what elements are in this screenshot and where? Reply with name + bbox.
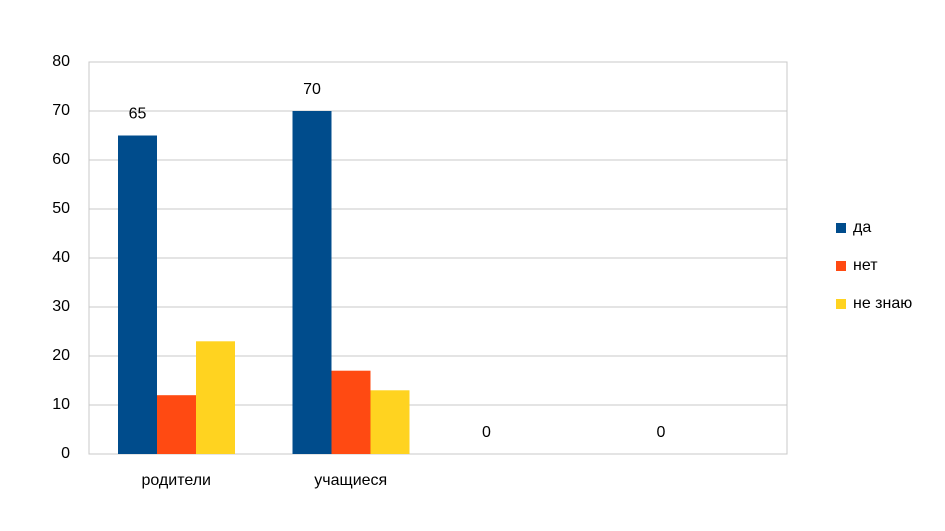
x-tick-label: родители xyxy=(141,472,211,489)
legend-swatch xyxy=(836,299,846,309)
y-tick-label: 30 xyxy=(52,298,70,315)
legend-swatch xyxy=(836,261,846,271)
bar xyxy=(331,370,371,454)
bar xyxy=(157,395,196,454)
y-tick-label: 70 xyxy=(52,102,70,119)
bar xyxy=(196,341,235,454)
y-tick-label: 20 xyxy=(52,347,70,364)
y-tick-label: 10 xyxy=(52,396,70,413)
y-tick-label: 50 xyxy=(52,200,70,217)
data-label: 65 xyxy=(129,106,147,123)
legend-label: да xyxy=(853,219,871,236)
data-label: 0 xyxy=(657,424,666,441)
legend-swatch xyxy=(836,223,846,233)
bar xyxy=(118,135,157,454)
legend-label: нет xyxy=(853,257,878,274)
y-tick-label: 0 xyxy=(61,445,70,462)
y-tick-label: 40 xyxy=(52,249,70,266)
data-label: 70 xyxy=(303,81,321,98)
bar xyxy=(370,390,410,454)
y-tick-label: 60 xyxy=(52,151,70,168)
data-label: 0 xyxy=(482,424,491,441)
plot-border xyxy=(88,61,788,455)
y-tick-label: 80 xyxy=(52,53,70,70)
legend-label: не знаю xyxy=(853,295,912,312)
bar xyxy=(292,111,332,454)
x-tick-label: учащиеся xyxy=(314,472,387,489)
